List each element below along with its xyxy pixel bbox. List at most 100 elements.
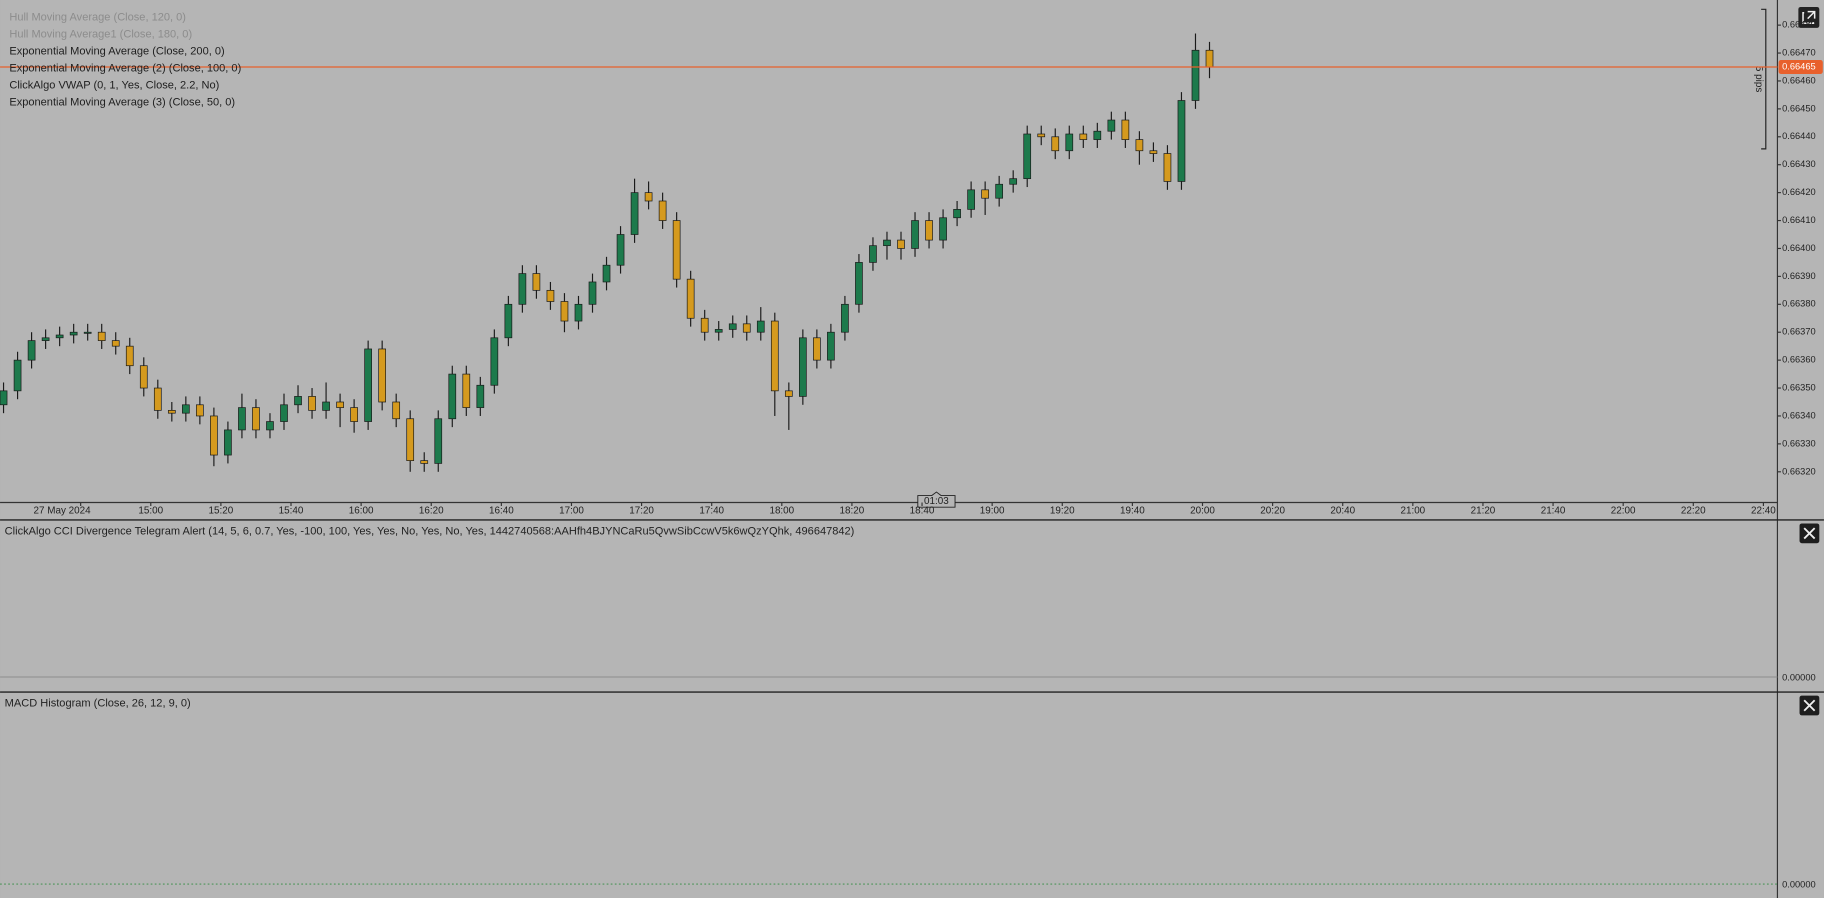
countdown-label: 01:03 xyxy=(924,496,949,507)
x-tick-label: 21:20 xyxy=(1471,505,1496,516)
x-tick-label: 16:20 xyxy=(419,505,444,516)
y-tick-label: 0.66350 xyxy=(1782,383,1816,393)
candle-body xyxy=(686,278,695,319)
y-tick-label: 0.66330 xyxy=(1782,438,1816,448)
x-tick-label: 19:00 xyxy=(980,505,1005,516)
x-tick-label: 19:40 xyxy=(1120,505,1145,516)
y-tick-label: 0.66460 xyxy=(1782,75,1816,85)
candle-body xyxy=(364,348,372,422)
candle-body xyxy=(532,273,541,291)
candle-body xyxy=(420,460,429,464)
x-tick-label: 15:00 xyxy=(138,505,163,516)
x-tick-label: 17:00 xyxy=(559,505,584,516)
candle-body xyxy=(196,404,204,417)
candle-body xyxy=(378,348,387,403)
candle-body xyxy=(869,245,877,263)
close-button[interactable] xyxy=(1799,523,1820,544)
y-tick-label: 0.66450 xyxy=(1782,103,1816,113)
y-tick-label: 0.66480 xyxy=(1782,20,1816,30)
x-tick-label: 18:40 xyxy=(910,505,935,516)
candle-body xyxy=(658,200,667,221)
popout-button[interactable] xyxy=(1798,6,1820,28)
legend-item: Hull Moving Average1 (Close, 180, 0) xyxy=(9,28,192,40)
y-tick-label: 0.00000 xyxy=(1782,880,1816,890)
x-tick-label: 20:20 xyxy=(1260,505,1285,516)
candle-body xyxy=(476,384,485,408)
ruler-label: 5 pips xyxy=(1753,66,1764,92)
candle-body xyxy=(266,421,274,431)
candle-body xyxy=(897,239,905,249)
ruler-bracket xyxy=(1761,8,1767,150)
candle-body xyxy=(1023,133,1032,180)
panel-title: ClickAlgo CCI Divergence Telegram Alert … xyxy=(5,526,855,538)
candle-body xyxy=(490,337,499,386)
candle-body xyxy=(981,189,989,199)
candle-body xyxy=(602,264,611,283)
candle-body xyxy=(616,234,625,266)
candle-body xyxy=(1037,133,1046,138)
candle-body xyxy=(1163,153,1172,182)
candle-body xyxy=(925,220,933,241)
candle-body xyxy=(350,407,358,422)
popout-icon[interactable] xyxy=(1802,10,1816,25)
x-tick-label: 17:40 xyxy=(699,505,724,516)
candle-body xyxy=(728,323,737,330)
close-icon[interactable] xyxy=(1803,699,1816,712)
candle-body xyxy=(855,262,863,305)
candle-body xyxy=(69,331,78,336)
candle-body xyxy=(546,289,555,302)
y-tick-label: 0.66360 xyxy=(1782,355,1816,365)
candle-body xyxy=(742,323,751,333)
candle-body xyxy=(125,345,134,367)
y-tick-label: 0.66470 xyxy=(1782,47,1816,57)
candle-body xyxy=(153,387,162,411)
candle-body xyxy=(83,331,92,334)
candle-body xyxy=(1079,133,1088,140)
candle-body xyxy=(224,429,232,456)
candle-body xyxy=(1135,139,1144,152)
x-tick-label: 15:40 xyxy=(279,505,304,516)
y-tick-label: 0.66440 xyxy=(1782,131,1816,141)
countdown: 01:03 xyxy=(917,491,956,508)
candle-body xyxy=(448,373,457,420)
x-tick-label: 15:20 xyxy=(209,505,234,516)
candle-body xyxy=(995,183,1004,199)
candle-body xyxy=(588,281,597,305)
close-button[interactable] xyxy=(1799,695,1820,716)
y-tick-label: 0.00000 xyxy=(1782,673,1816,683)
candle-body xyxy=(238,407,246,431)
candle-body xyxy=(1107,119,1116,132)
x-tick-label: 21:00 xyxy=(1400,505,1425,516)
candle-body xyxy=(770,320,779,392)
candle-body xyxy=(1065,133,1074,152)
current-price-label: 0.66465 xyxy=(1782,61,1816,71)
candle-body xyxy=(799,337,807,397)
candle-body xyxy=(280,404,288,422)
legend-item: Hull Moving Average (Close, 120, 0) xyxy=(9,11,186,23)
y-tick-label: 0.66370 xyxy=(1782,327,1816,337)
candle-body xyxy=(756,320,765,333)
candle-body xyxy=(1121,119,1130,140)
current-price-box xyxy=(1778,60,1823,74)
x-tick-label: 18:20 xyxy=(840,505,865,516)
x-tick-label: 17:20 xyxy=(629,505,654,516)
x-tick-label: 22:40 xyxy=(1751,505,1776,516)
close-icon[interactable] xyxy=(1803,527,1816,540)
x-tick-label: 22:00 xyxy=(1611,505,1636,516)
y-tick-label: 0.66390 xyxy=(1782,271,1816,281)
candle-body xyxy=(827,331,835,361)
x-tick-label: 19:20 xyxy=(1050,505,1075,516)
candle-body xyxy=(210,415,218,456)
candle-body xyxy=(1205,49,1214,68)
candle-body xyxy=(97,331,106,341)
candle-body xyxy=(252,407,260,431)
x-tick-label: 16:40 xyxy=(489,505,514,516)
candle-body xyxy=(294,396,302,406)
candle-body xyxy=(0,390,8,406)
candle-body xyxy=(392,401,401,420)
candle-body xyxy=(406,418,415,461)
candle-body xyxy=(434,418,443,464)
x-tick-label: 21:40 xyxy=(1541,505,1566,516)
